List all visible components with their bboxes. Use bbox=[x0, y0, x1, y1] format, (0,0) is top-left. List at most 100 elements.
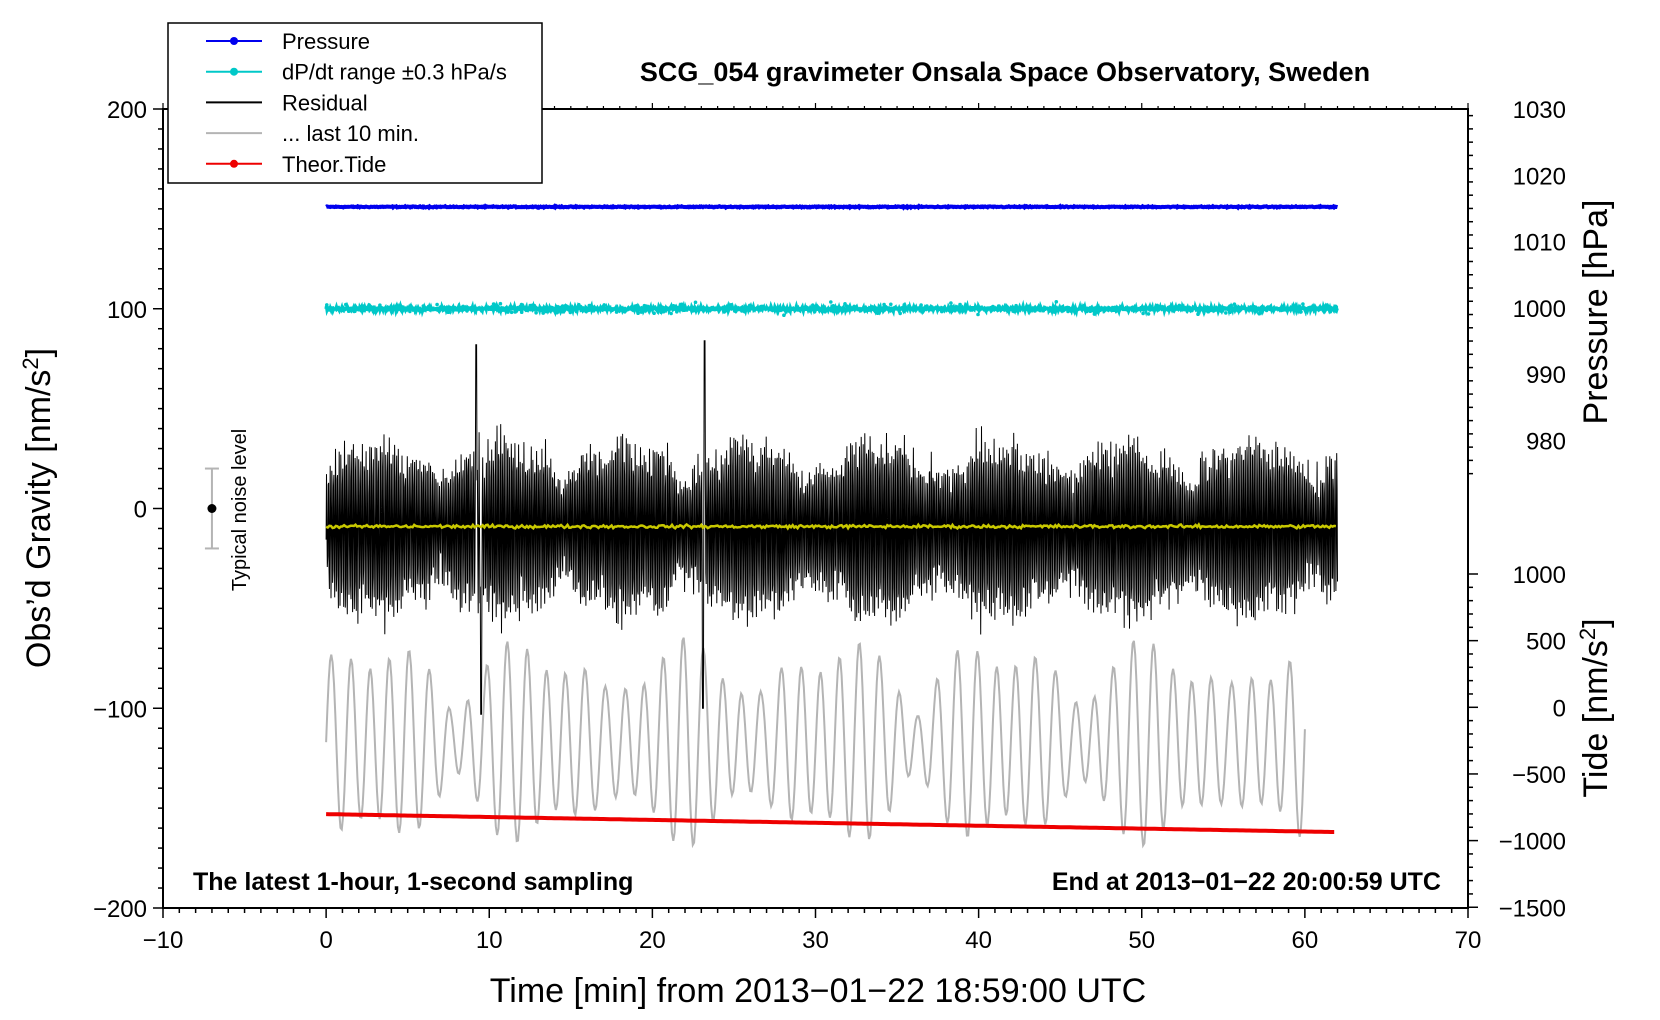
plot-frame bbox=[162, 108, 1469, 909]
dpdt-point bbox=[812, 310, 817, 314]
chart-title: SCG_054 gravimeter Onsala Space Observat… bbox=[640, 57, 1370, 87]
dpdt-point bbox=[841, 306, 845, 310]
dpdt-point bbox=[733, 309, 737, 313]
dpdt-point bbox=[941, 306, 945, 310]
dpdt-point bbox=[570, 306, 575, 311]
dpdt-point bbox=[957, 306, 962, 310]
dpdt-point bbox=[561, 310, 565, 314]
theor-tide-series-line bbox=[326, 812, 1335, 834]
dpdt-point bbox=[902, 303, 907, 307]
dpdt-point bbox=[907, 304, 911, 308]
legend-swatch-marker bbox=[230, 37, 238, 45]
dpdt-point bbox=[919, 303, 923, 307]
x-tick-label: 0 bbox=[319, 927, 332, 954]
dpdt-point bbox=[554, 310, 559, 315]
dpdt-point bbox=[435, 307, 440, 312]
dpdt-point bbox=[1146, 312, 1151, 316]
dpdt-point bbox=[435, 302, 439, 307]
dpdt-scatter-points bbox=[324, 300, 1339, 318]
y-right-pressure-tick-label: 980 bbox=[1526, 429, 1566, 456]
dpdt-point bbox=[1248, 308, 1253, 312]
dpdt-point bbox=[782, 313, 786, 318]
x-tick-label: −10 bbox=[143, 927, 184, 954]
dpdt-point bbox=[1231, 307, 1236, 312]
noise-bar-center-dot bbox=[207, 504, 217, 513]
dpdt-point bbox=[1156, 308, 1161, 312]
x-tick-label: 50 bbox=[1128, 927, 1155, 954]
y-left-tick-label: 200 bbox=[107, 97, 147, 124]
legend-label: Residual bbox=[282, 90, 368, 115]
dpdt-point bbox=[729, 303, 733, 307]
dpdt-point bbox=[881, 308, 885, 313]
x-tick-label: 70 bbox=[1455, 927, 1482, 954]
dpdt-point bbox=[1083, 307, 1087, 311]
y-right-tide-tick-label: −1500 bbox=[1499, 895, 1566, 922]
dpdt-point bbox=[1196, 312, 1200, 317]
dpdt-point bbox=[680, 306, 685, 311]
dpdt-point bbox=[1161, 305, 1165, 309]
dpdt-point bbox=[1012, 309, 1016, 314]
dpdt-point bbox=[679, 302, 684, 307]
dpdt-point bbox=[693, 300, 698, 305]
dpdt-point bbox=[1041, 308, 1046, 313]
dpdt-point bbox=[769, 306, 773, 311]
dpdt-point bbox=[1264, 308, 1269, 313]
dpdt-point bbox=[371, 305, 376, 310]
dpdt-point bbox=[367, 303, 371, 307]
dpdt-point bbox=[610, 308, 614, 313]
dpdt-point bbox=[408, 309, 412, 314]
dpdt-point bbox=[634, 304, 639, 308]
dpdt-point bbox=[1085, 309, 1089, 314]
y-axis-title-tide-sup: 2 bbox=[1575, 628, 1600, 640]
y-left-tick-label: 100 bbox=[107, 297, 147, 324]
dpdt-point bbox=[486, 305, 491, 310]
dpdt-point bbox=[1252, 305, 1257, 309]
x-tick-label: 10 bbox=[476, 927, 503, 954]
dpdt-point bbox=[710, 305, 714, 310]
dpdt-point bbox=[498, 301, 503, 306]
dpdt-point bbox=[574, 309, 579, 314]
dpdt-point bbox=[675, 310, 679, 314]
dpdt-point bbox=[1173, 305, 1178, 309]
dpdt-point bbox=[324, 305, 329, 309]
dpdt-point bbox=[1092, 312, 1097, 316]
dpdt-point bbox=[346, 309, 351, 314]
x-tick-label: 30 bbox=[802, 927, 829, 954]
dpdt-point bbox=[614, 310, 619, 314]
dpdt-point bbox=[1201, 308, 1205, 313]
dpdt-point bbox=[405, 306, 410, 310]
dpdt-point bbox=[1224, 311, 1228, 315]
dpdt-point bbox=[642, 305, 646, 310]
dpdt-point bbox=[643, 308, 648, 313]
dpdt-point bbox=[327, 308, 332, 312]
dpdt-point bbox=[490, 305, 495, 310]
residual-mean-series-line bbox=[325, 522, 1337, 531]
dpdt-point bbox=[1257, 311, 1262, 316]
dpdt-point bbox=[669, 311, 673, 316]
dpdt-point bbox=[1229, 303, 1233, 308]
dpdt-point bbox=[823, 307, 828, 312]
dpdt-point bbox=[988, 306, 993, 310]
dpdt-point bbox=[652, 306, 657, 310]
dpdt-point bbox=[386, 308, 390, 312]
y-right-pressure-tick-label: 1020 bbox=[1513, 163, 1566, 190]
dpdt-point bbox=[999, 307, 1004, 312]
dpdt-point bbox=[898, 311, 902, 316]
legend-label: dP/dt range ±0.3 hPa/s bbox=[282, 60, 507, 85]
dpdt-point bbox=[469, 307, 473, 312]
x-axis-title: Time [min] from 2013−01−22 18:59:00 UTC bbox=[490, 972, 1146, 1010]
dpdt-point bbox=[958, 302, 962, 307]
dpdt-point bbox=[620, 307, 625, 312]
dpdt-point bbox=[1268, 306, 1272, 311]
dpdt-point bbox=[532, 303, 537, 308]
dpdt-point bbox=[427, 304, 432, 309]
dpdt-point bbox=[568, 310, 573, 315]
dpdt-point bbox=[353, 309, 357, 314]
y-right-tide-tick-label: 500 bbox=[1526, 629, 1566, 656]
dpdt-point bbox=[1115, 305, 1119, 310]
dpdt-point bbox=[929, 307, 934, 312]
y-right-tide-tick-label: −1000 bbox=[1499, 829, 1566, 856]
dpdt-point bbox=[1190, 308, 1194, 313]
dpdt-point bbox=[1098, 308, 1102, 313]
